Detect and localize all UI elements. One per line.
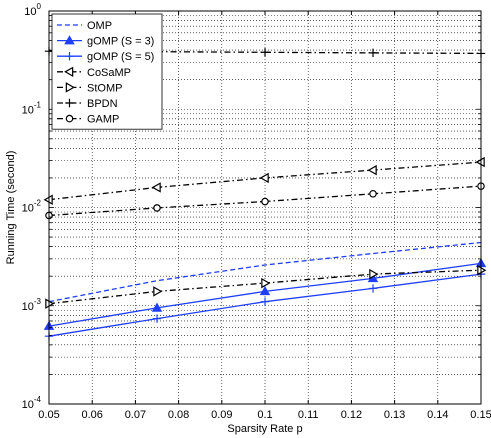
- x-tick-label: 0.09: [211, 409, 232, 421]
- x-tick-label: 0.13: [384, 409, 405, 421]
- legend-marker: [64, 35, 75, 45]
- series-cosamp: [43, 156, 485, 205]
- data-point: [369, 189, 377, 198]
- data-point: [367, 164, 377, 176]
- legend: OMP gOMP (S = 3) gOMP (S = 5) CoSaMP StOMP BP…: [51, 13, 163, 130]
- x-tick-label: 0.07: [125, 409, 146, 421]
- series-line: [48, 241, 482, 303]
- x-tick-label: 0.08: [168, 409, 189, 421]
- y-tick-label: 10-1: [22, 100, 42, 116]
- data-point: [475, 156, 485, 168]
- axes: 0.05 0.06 0.07 0.08 0.09 0.1 0.11 0.12 0.13 0.14 0…: [22, 2, 491, 421]
- series-gomp-s-5: [44, 269, 486, 341]
- x-tick-label: 0.1: [257, 409, 272, 421]
- legend-label: CoSaMP: [87, 67, 131, 79]
- y-tick-label: 10-3: [22, 297, 42, 313]
- legend-marker: [65, 114, 74, 123]
- data-point: [151, 302, 163, 312]
- series-layer: [43, 46, 487, 341]
- y-axis-label: Running Time (second): [5, 151, 17, 265]
- data-point: [259, 285, 271, 296]
- data-point: [151, 182, 161, 193]
- data-point: [477, 264, 487, 276]
- data-point: [153, 204, 161, 212]
- x-tick-label: 0.05: [38, 409, 59, 421]
- legend-label: StOMP: [87, 82, 122, 94]
- data-point: [260, 48, 270, 57]
- legend-label: gOMP (S = 5): [87, 51, 154, 63]
- data-point: [368, 284, 378, 293]
- x-tick-label: 0.15: [470, 409, 491, 421]
- series-stomp: [45, 264, 487, 309]
- data-point: [152, 314, 162, 323]
- legend-label: GAMP: [87, 114, 119, 126]
- data-point: [368, 48, 378, 58]
- x-tick-label: 0.11: [298, 409, 319, 421]
- y-tick-label: 100: [24, 2, 41, 18]
- legend-marker: [65, 82, 75, 93]
- data-point: [153, 286, 163, 297]
- y-tick-label: 10-2: [22, 199, 42, 215]
- data-point: [260, 297, 270, 306]
- legend-label: BPDN: [87, 98, 118, 110]
- data-point: [261, 277, 271, 289]
- data-point: [369, 268, 379, 280]
- x-tick-label: 0.06: [81, 409, 102, 421]
- data-point: [259, 172, 269, 184]
- legend-label: gOMP (S = 3): [87, 36, 154, 48]
- data-point: [261, 197, 269, 206]
- y-tick-label: 10-4: [22, 395, 42, 411]
- x-tick-label: 0.12: [341, 409, 362, 421]
- data-point: [43, 194, 53, 205]
- legend-marker: [64, 66, 74, 78]
- legend-marker: [65, 52, 74, 61]
- legend-label: OMP: [87, 20, 112, 32]
- legend-marker: [65, 98, 74, 108]
- x-axis-label: Sparsity Rate p: [227, 423, 302, 435]
- series-omp: [48, 241, 482, 303]
- x-tick-label: 0.14: [427, 409, 448, 421]
